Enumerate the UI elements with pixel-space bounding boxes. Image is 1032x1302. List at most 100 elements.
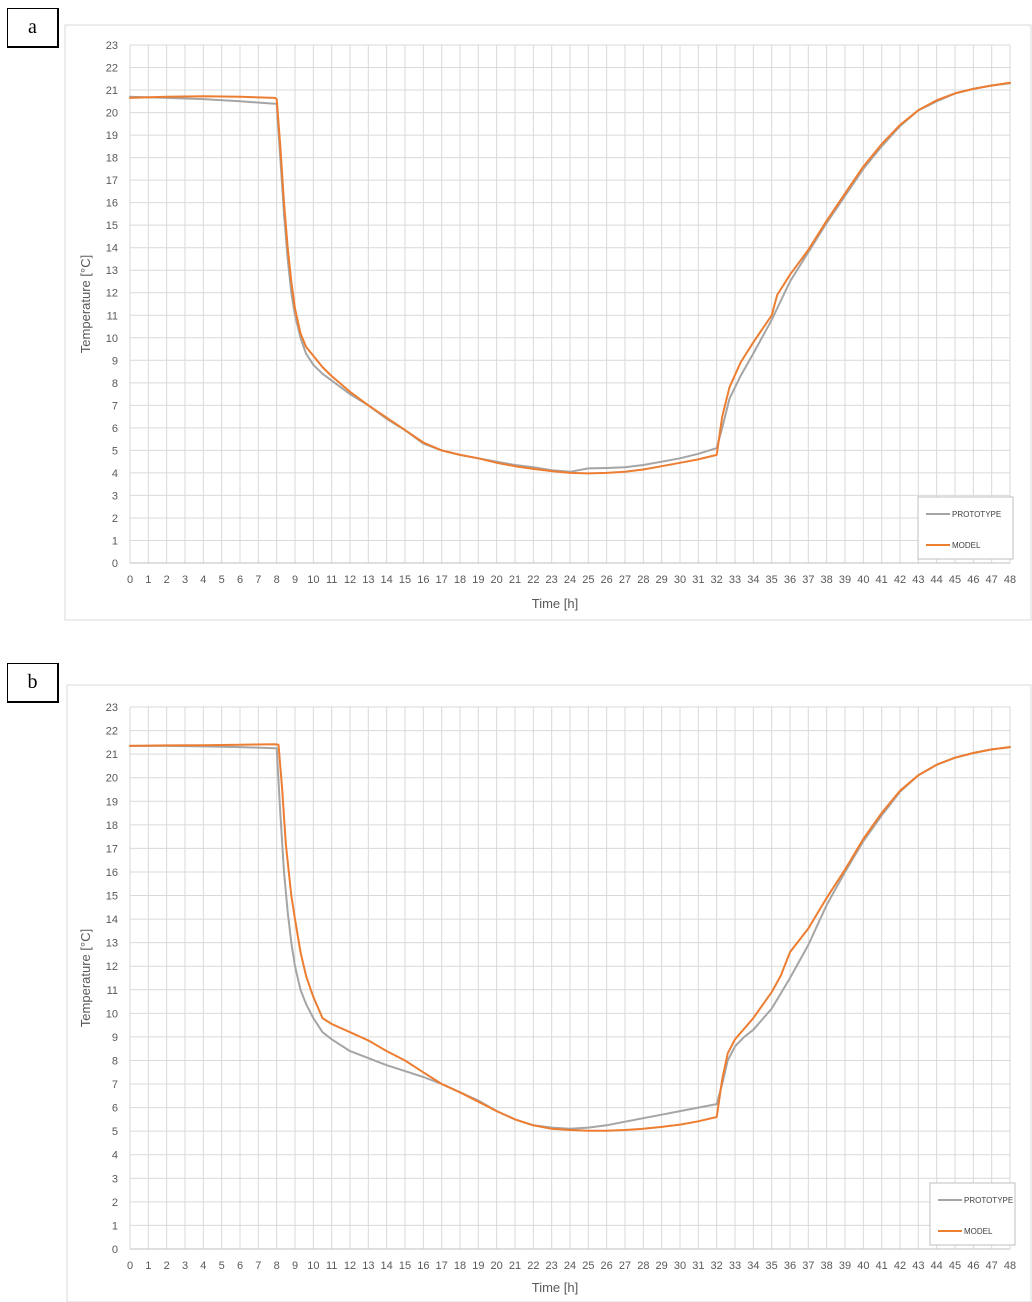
x-tick-label: 32	[711, 574, 723, 586]
x-tick-label: 26	[601, 574, 613, 586]
x-tick-label: 23	[546, 1260, 558, 1272]
y-tick-label: 5	[112, 1126, 118, 1138]
x-tick-label: 42	[894, 1260, 906, 1272]
x-axis-title: Time [h]	[532, 596, 578, 611]
x-tick-label: 9	[292, 574, 298, 586]
x-tick-label: 45	[949, 574, 961, 586]
panel-label-a: a	[7, 8, 59, 48]
y-tick-label: 23	[106, 702, 118, 714]
x-tick-label: 14	[381, 1260, 393, 1272]
x-tick-label: 47	[986, 1260, 998, 1272]
y-tick-label: 22	[106, 63, 118, 75]
y-tick-label: 10	[106, 1008, 118, 1020]
x-tick-label: 10	[307, 574, 319, 586]
x-tick-label: 23	[546, 574, 558, 586]
legend-label-model: MODEL	[952, 541, 981, 550]
x-tick-label: 40	[857, 1260, 869, 1272]
x-tick-label: 15	[399, 574, 411, 586]
y-tick-label: 5	[112, 445, 118, 457]
y-tick-label: 11	[107, 310, 118, 322]
x-tick-labels: 0 1 2 3 4 5 6 7 8 9 10 11 12 13 14 15 16 17 18 19 20 21 22 23 24…	[127, 574, 1016, 586]
y-tick-label: 12	[106, 288, 118, 300]
x-tick-label: 36	[784, 574, 796, 586]
x-tick-label: 33	[729, 574, 741, 586]
x-tick-label: 26	[601, 1260, 613, 1272]
y-tick-label: 3	[112, 1173, 118, 1185]
x-tick-label: 42	[894, 574, 906, 586]
y-tick-label: 8	[112, 378, 118, 390]
y-tick-label: 0	[112, 558, 118, 570]
legend-box	[929, 1182, 1016, 1246]
y-tick-label: 19	[106, 130, 118, 142]
x-tick-label: 37	[802, 1260, 814, 1272]
x-tick-label: 41	[876, 574, 888, 586]
x-tick-label: 20	[491, 574, 503, 586]
series-line-model	[129, 81, 1011, 475]
x-tick-label: 44	[931, 574, 943, 586]
chart-frame	[66, 684, 1032, 1302]
y-tick-label: 1	[112, 1220, 118, 1232]
x-tick-label: 16	[417, 574, 429, 586]
y-tick-label: 10	[106, 333, 118, 345]
x-tick-label: 17	[436, 574, 448, 586]
y-tick-label: 20	[106, 773, 118, 785]
x-tick-label: 3	[182, 1260, 188, 1272]
x-tick-label: 27	[619, 1260, 631, 1272]
y-tick-label: 12	[106, 961, 118, 973]
y-tick-label: 11	[107, 985, 118, 997]
y-axis-title: Temperature [°C]	[78, 929, 93, 1027]
x-tick-label: 7	[255, 574, 261, 586]
y-tick-label: 16	[106, 867, 118, 879]
x-tick-label: 28	[637, 1260, 649, 1272]
y-axis-title: Temperature [°C]	[78, 255, 93, 353]
legend-label-prototype: PROTOTYPE	[964, 1196, 1013, 1205]
y-tick-label: 21	[106, 85, 118, 97]
x-tick-label: 30	[674, 1260, 686, 1272]
x-tick-label: 24	[564, 1260, 576, 1272]
x-tick-label: 34	[747, 574, 759, 586]
x-tick-label: 1	[145, 574, 151, 586]
x-tick-label: 11	[326, 1260, 337, 1272]
x-tick-label: 21	[509, 574, 521, 586]
y-tick-label: 19	[106, 796, 118, 808]
x-tick-label: 11	[326, 574, 337, 586]
x-tick-label: 22	[527, 574, 539, 586]
x-tick-label: 7	[255, 1260, 261, 1272]
y-tick-label: 4	[112, 468, 118, 480]
y-tick-label: 13	[106, 265, 118, 277]
x-tick-label: 36	[784, 1260, 796, 1272]
y-tick-label: 6	[112, 1103, 118, 1115]
x-tick-label: 13	[362, 1260, 374, 1272]
y-tick-label: 0	[112, 1244, 118, 1256]
x-tick-label: 46	[967, 574, 979, 586]
y-tick-label: 15	[106, 220, 118, 232]
x-tick-label: 19	[472, 1260, 484, 1272]
x-tick-label: 3	[182, 574, 188, 586]
x-tick-label: 1	[145, 1260, 151, 1272]
x-tick-labels: 0 1 2 3 4 5 6 7 8 9 10 11 12 13 14 15 16 17 18 19 20 21 22 23 24…	[127, 1260, 1016, 1272]
chart-frame	[64, 24, 1032, 621]
y-tick-label: 6	[112, 423, 118, 435]
y-tick-label: 18	[106, 153, 118, 165]
gridlines	[129, 706, 1011, 1250]
y-tick-label: 2	[112, 513, 118, 525]
chart-panel-b: b 0 1 2 3 4 5 6 7 8 9 10 11 12 13 14 15 16 17 18 19 20 21 22 23…	[0, 655, 1032, 1302]
series-line-prototype	[129, 744, 1011, 1130]
x-tick-label: 48	[1004, 574, 1016, 586]
y-tick-label: 7	[112, 400, 118, 412]
x-tick-label: 25	[582, 574, 594, 586]
x-tick-label: 4	[200, 1260, 206, 1272]
y-tick-label: 3	[112, 490, 118, 502]
y-tick-label: 4	[112, 1150, 118, 1162]
x-tick-label: 0	[127, 574, 133, 586]
y-tick-label: 21	[106, 749, 118, 761]
x-axis-title: Time [h]	[532, 1280, 578, 1295]
x-tick-label: 0	[127, 1260, 133, 1272]
x-tick-label: 19	[472, 574, 484, 586]
y-tick-label: 14	[106, 914, 118, 926]
y-tick-label: 9	[112, 355, 118, 367]
y-tick-label: 1	[112, 535, 118, 547]
x-tick-label: 20	[491, 1260, 503, 1272]
